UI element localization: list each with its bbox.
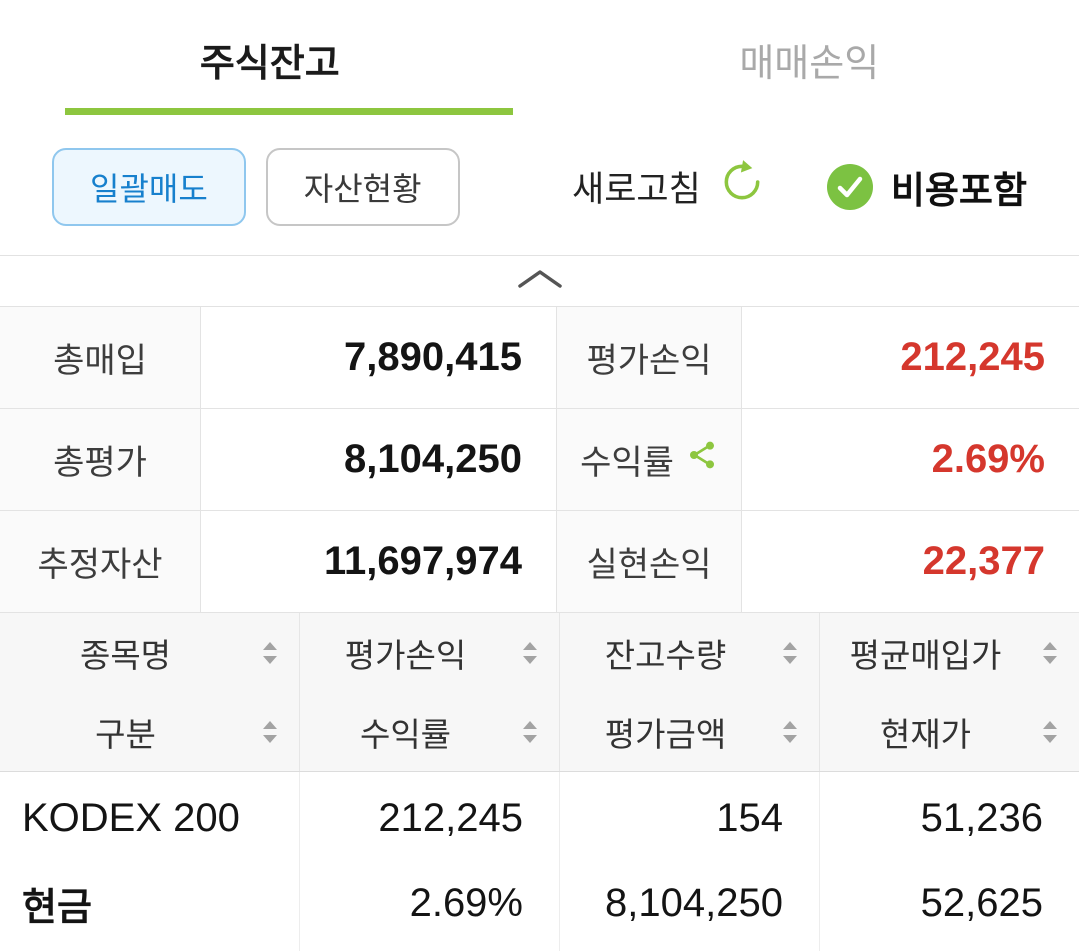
sort-icon	[1043, 641, 1057, 664]
tab-trade-profit[interactable]: 매매손익	[540, 0, 1079, 118]
category-value: 현금	[22, 886, 92, 929]
header-current-price[interactable]: 현재가	[820, 692, 1079, 771]
refresh-label: 새로고침	[572, 170, 701, 209]
eval-amount-value: 8,104,250	[605, 880, 783, 925]
toolbar: 일괄매도 자산현황 새로고침 비용포함	[0, 118, 1079, 255]
quantity-value: 154	[716, 795, 783, 840]
profit-loss-value: 212,245	[378, 795, 523, 840]
total-valuation-label: 총평가	[0, 409, 201, 510]
chevron-up-icon	[514, 266, 566, 297]
account-summary-table: 총매입 7,890,415 평가손익 212,245 총평가 8,104,250…	[0, 306, 1079, 613]
holdings-header: 종목명 평가손익 잔고수량 평균매입가 구분 수익률 평가금액 현재가	[0, 613, 1079, 772]
sort-icon	[783, 641, 797, 664]
cell-name-category: KODEX 200 현금	[0, 772, 300, 951]
estimated-asset-label: 추정자산	[0, 511, 201, 612]
summary-row-valuation: 총평가 8,104,250 수익률 2.69%	[0, 409, 1079, 511]
cell-prices: 51,236 52,625	[820, 772, 1079, 951]
cost-include-toggle[interactable]: 비용포함	[826, 160, 1027, 214]
header-stock-name[interactable]: 종목명	[0, 613, 300, 692]
active-tab-underline	[64, 108, 513, 115]
share-icon[interactable]	[686, 439, 718, 480]
valuation-pl-value: 212,245	[900, 335, 1045, 379]
refresh-button[interactable]: 새로고침	[572, 159, 765, 214]
sort-icon	[783, 720, 797, 743]
sort-icon	[263, 641, 277, 664]
tab-trade-profit-label: 매매손익	[739, 42, 880, 85]
asset-status-button[interactable]: 자산현황	[265, 147, 460, 226]
sort-icon	[523, 641, 537, 664]
bulk-sell-button[interactable]: 일괄매도	[52, 147, 246, 226]
collapse-summary-button[interactable]	[0, 255, 1079, 306]
tab-stock-balance-label: 주식잔고	[199, 42, 340, 85]
header-profit-rate[interactable]: 수익률	[300, 692, 560, 771]
tab-stock-balance[interactable]: 주식잔고	[0, 0, 540, 118]
cost-include-label: 비용포함	[890, 169, 1027, 211]
stock-name: KODEX 200	[22, 795, 240, 840]
header-valuation-pl[interactable]: 평가손익	[300, 613, 560, 692]
header-avg-buy-price[interactable]: 평균매입가	[820, 613, 1079, 692]
header-quantity[interactable]: 잔고수량	[560, 613, 820, 692]
cell-qty-amount: 154 8,104,250	[560, 772, 820, 951]
sort-icon	[1043, 720, 1057, 743]
refresh-icon	[719, 159, 765, 214]
summary-row-purchase: 총매입 7,890,415 평가손익 212,245	[0, 307, 1079, 409]
profit-rate-value: 2.69%	[931, 437, 1045, 481]
realized-pl-label: 실현손익	[557, 511, 742, 612]
sort-icon	[523, 720, 537, 743]
avg-buy-price-value: 51,236	[920, 795, 1043, 840]
check-icon	[826, 163, 873, 210]
profit-rate-label: 수익률	[557, 409, 742, 510]
summary-row-estimated-asset: 추정자산 11,697,974 실현손익 22,377	[0, 511, 1079, 613]
total-purchase-label: 총매입	[0, 307, 201, 408]
holdings-row-kodex200[interactable]: KODEX 200 현금 212,245 2.69% 154 8,104,250…	[0, 772, 1079, 951]
total-purchase-value: 7,890,415	[201, 307, 557, 408]
header-eval-amount[interactable]: 평가금액	[560, 692, 820, 771]
estimated-asset-value: 11,697,974	[201, 511, 557, 612]
header-category[interactable]: 구분	[0, 692, 300, 771]
valuation-pl-label: 평가손익	[557, 307, 742, 408]
cell-pl-rate: 212,245 2.69%	[300, 772, 560, 951]
profit-rate-row-value: 2.69%	[409, 880, 523, 925]
tab-bar: 주식잔고 매매손익	[0, 0, 1079, 118]
realized-pl-value: 22,377	[922, 539, 1045, 583]
total-valuation-value: 8,104,250	[201, 409, 557, 510]
current-price-value: 52,625	[920, 880, 1043, 925]
sort-icon	[263, 720, 277, 743]
